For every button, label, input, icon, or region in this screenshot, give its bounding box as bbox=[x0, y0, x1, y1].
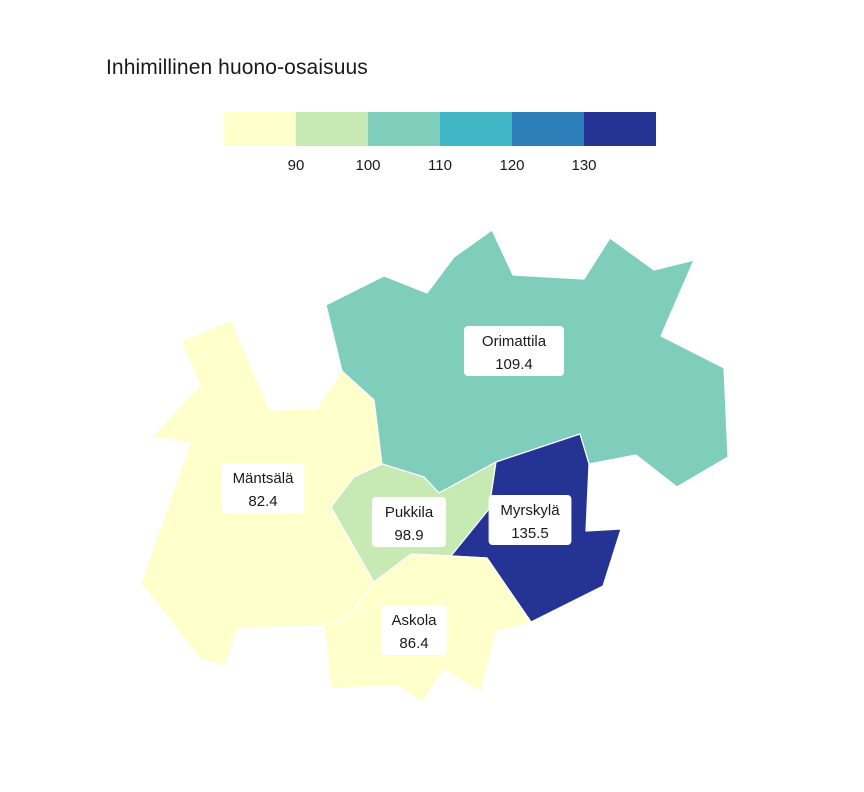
region-label: Mäntsälä 82.4 bbox=[221, 463, 305, 513]
region-label-box bbox=[381, 605, 447, 655]
legend-scale: 90 100 110 120 130 bbox=[224, 112, 656, 174]
legend-tick-label: 110 bbox=[428, 157, 452, 174]
map-title: Inhimillinen huono-osaisuus bbox=[106, 56, 368, 79]
region-label-box bbox=[371, 497, 447, 547]
region-label: Myrskylä 135.5 bbox=[488, 495, 572, 545]
legend-swatch bbox=[440, 112, 512, 146]
region-label-box bbox=[488, 495, 572, 545]
region-label-box bbox=[464, 326, 564, 376]
region-value: 135.5 bbox=[511, 525, 549, 542]
legend-tick-label: 130 bbox=[571, 157, 596, 174]
region-label: Pukkila 98.9 bbox=[371, 497, 447, 547]
legend-tick-label: 100 bbox=[355, 157, 380, 174]
region-value: 86.4 bbox=[399, 635, 428, 652]
legend-tick-label: 90 bbox=[288, 157, 305, 174]
legend-swatch bbox=[296, 112, 368, 146]
region-name: Askola bbox=[391, 612, 437, 629]
legend-tick-label: 120 bbox=[499, 157, 524, 174]
region-name: Pukkila bbox=[385, 504, 434, 521]
legend-swatch bbox=[512, 112, 584, 146]
region-label: Askola 86.4 bbox=[381, 605, 447, 655]
region-label: Orimattila 109.4 bbox=[464, 326, 564, 376]
legend-swatch bbox=[368, 112, 440, 146]
region-value: 98.9 bbox=[394, 527, 423, 544]
region-name: Orimattila bbox=[482, 333, 547, 350]
region-label-box bbox=[221, 463, 305, 513]
region-name: Myrskylä bbox=[500, 502, 560, 519]
region-name: Mäntsälä bbox=[233, 470, 295, 487]
legend-swatch bbox=[224, 112, 296, 146]
legend-swatch bbox=[584, 112, 656, 146]
region-value: 82.4 bbox=[248, 493, 277, 510]
color-legend: 90 100 110 120 130 bbox=[224, 112, 656, 182]
region-value: 109.4 bbox=[495, 356, 533, 373]
